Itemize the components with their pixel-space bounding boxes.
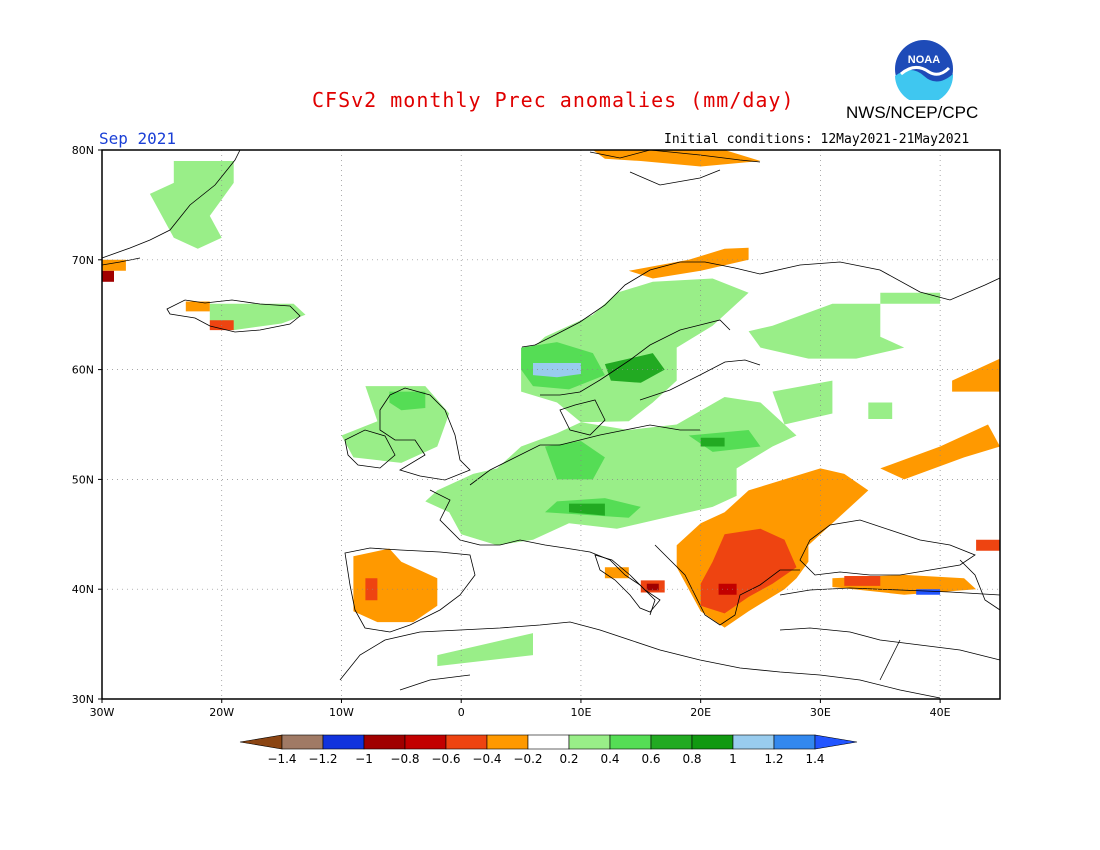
colorbar-swatch	[445, 734, 488, 750]
anomaly-regions	[102, 150, 1000, 667]
colorbar-label: 1.2	[764, 752, 783, 766]
map-frame	[101, 149, 1001, 700]
anomaly-region	[102, 270, 114, 282]
colorbar-swatch	[486, 734, 529, 750]
axis-labels: 30W 20W 10W 0 10E 20E 30E 40E 30N 40N 50N 60N 70N 80N	[72, 144, 951, 719]
lat-label: 80N	[72, 144, 94, 157]
anomaly-region	[102, 259, 126, 271]
lon-label: 20E	[690, 706, 711, 719]
lat-label: 40N	[72, 583, 94, 596]
lon-label: 0	[458, 706, 465, 719]
lon-label: 30W	[90, 706, 115, 719]
anomaly-region	[772, 380, 833, 425]
lon-label: 30E	[810, 706, 831, 719]
colorbar-label: 0.2	[559, 752, 578, 766]
colorbar-swatch	[650, 734, 693, 750]
colorbar-label: 0.4	[600, 752, 619, 766]
anomaly-region	[880, 292, 941, 304]
colorbar-swatch	[404, 734, 447, 750]
anomaly-region	[185, 301, 210, 312]
colorbar-swatch	[773, 734, 816, 750]
colorbar-swatch	[732, 734, 775, 750]
lon-label: 10W	[329, 706, 354, 719]
anomaly-region	[868, 402, 893, 419]
colorbar-label: −0.4	[472, 752, 501, 766]
anomaly-region	[628, 247, 749, 279]
anomaly-region	[748, 303, 905, 359]
coastlines	[101, 149, 1001, 699]
map-title: CFSv2 monthly Prec anomalies (mm/day)	[312, 88, 795, 112]
lat-label: 70N	[72, 254, 94, 267]
anomaly-region	[646, 583, 659, 591]
colorbar-swatch	[527, 734, 570, 750]
anomaly-region	[604, 353, 665, 383]
anomaly-region	[604, 567, 629, 579]
anomaly-region	[880, 424, 1000, 480]
anomaly-region	[569, 503, 605, 516]
colorbar-high-arrow	[814, 734, 858, 750]
lon-label: 20W	[209, 706, 234, 719]
anomaly-region	[952, 358, 1000, 392]
colorbar-label: 1.4	[805, 752, 824, 766]
noaa-logo: NOAA	[895, 40, 954, 100]
agency-label: NWS/NCEP/CPC	[846, 103, 979, 122]
anomaly-region	[149, 161, 234, 249]
colorbar-label: −0.6	[431, 752, 460, 766]
map-frame-bg	[102, 150, 1000, 699]
anomaly-region	[533, 363, 581, 378]
colorbar-swatch	[322, 734, 365, 750]
colorbar-label: 0.8	[682, 752, 701, 766]
lat-label: 30N	[72, 693, 94, 706]
anomaly-region	[209, 303, 306, 331]
lon-label: 10E	[570, 706, 591, 719]
colorbar-label: −1	[355, 752, 373, 766]
anomaly-region	[389, 391, 426, 411]
anomaly-region	[844, 576, 881, 586]
colorbar-swatch	[609, 734, 652, 750]
lat-label: 50N	[72, 473, 94, 486]
anomaly-region	[425, 397, 797, 546]
colorbar: −1.4 −1.2 −1 −0.8 −0.6 −0.4 −0.2 0.2 0.4 0.6 0.8 1 1…	[239, 734, 858, 766]
colorbar-swatch	[363, 734, 406, 750]
lat-label: 60N	[72, 364, 94, 377]
anomaly-region	[976, 539, 1000, 551]
colorbar-label: −1.4	[267, 752, 296, 766]
colorbar-label: −1.2	[308, 752, 337, 766]
logo-text: NOAA	[908, 54, 940, 66]
anomaly-region	[365, 578, 378, 601]
colorbar-label: 1	[729, 752, 737, 766]
lon-label: 40E	[930, 706, 951, 719]
anomaly-region	[353, 548, 438, 623]
colorbar-label: −0.2	[513, 752, 542, 766]
anomaly-region	[437, 633, 533, 667]
colorbar-swatch	[568, 734, 611, 750]
anomaly-region	[521, 278, 749, 423]
colorbar-swatch	[281, 734, 324, 750]
colorbar-label: 0.6	[641, 752, 660, 766]
colorbar-label: −0.8	[390, 752, 419, 766]
anomaly-region	[700, 437, 725, 447]
initial-conditions: Initial conditions: 12May2021-21May2021	[664, 132, 970, 147]
colorbar-swatch	[691, 734, 734, 750]
colorbar-low-arrow	[239, 734, 283, 750]
forecast-month: Sep 2021	[99, 129, 177, 148]
anomaly-region	[916, 589, 941, 595]
anomaly-region	[545, 441, 605, 480]
